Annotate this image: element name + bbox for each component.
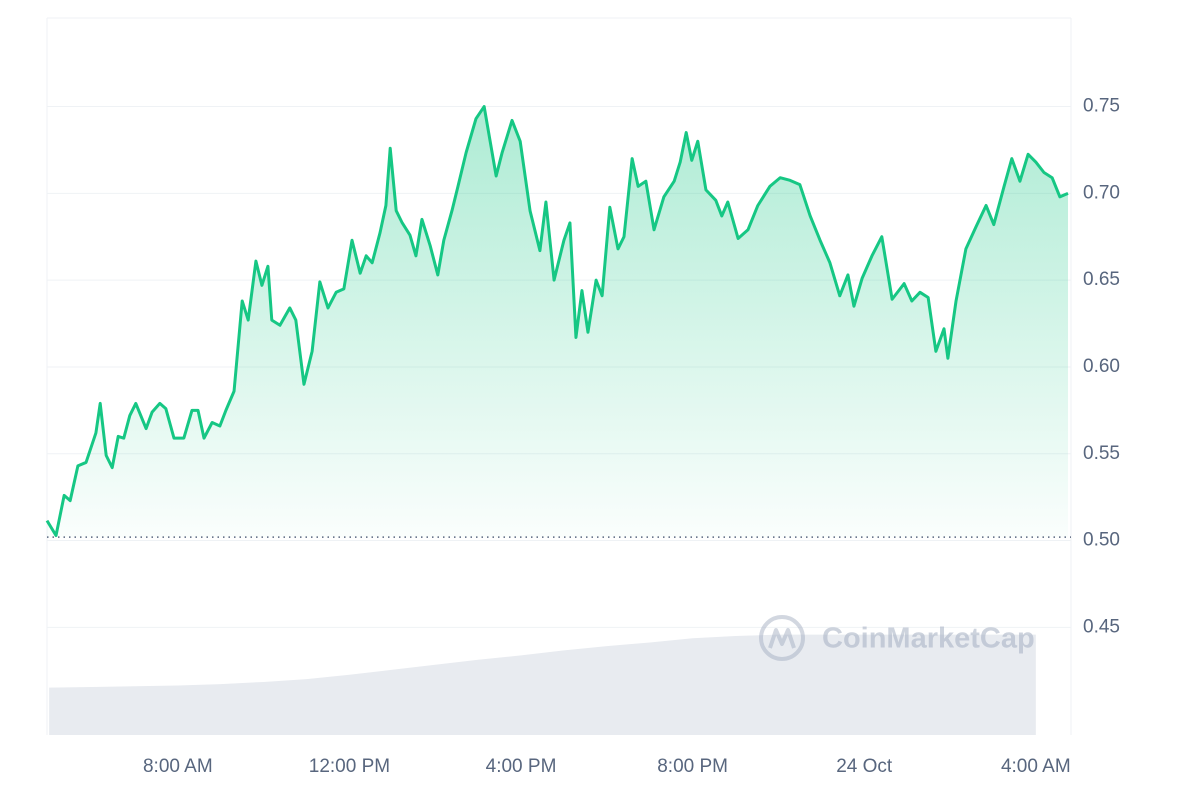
x-tick-label: 12:00 PM xyxy=(309,756,390,777)
y-tick-label: 0.70 xyxy=(1083,182,1120,203)
price-area xyxy=(47,106,1068,538)
y-tick-label: 0.65 xyxy=(1083,269,1120,290)
x-tick-label: 4:00 PM xyxy=(486,756,557,777)
y-tick-label: 0.45 xyxy=(1083,616,1120,637)
x-tick-label: 4:00 AM xyxy=(1001,756,1071,777)
y-tick-label: 0.50 xyxy=(1083,530,1120,551)
x-tick-label: 24 Oct xyxy=(836,756,893,777)
watermark: CoinMarketCap xyxy=(822,623,1035,655)
watermark-logo xyxy=(759,615,805,661)
y-tick-label: 0.60 xyxy=(1083,356,1120,377)
y-tick-label: 0.75 xyxy=(1083,96,1120,117)
price-line xyxy=(45,105,1069,538)
x-tick-label: 8:00 PM xyxy=(657,756,728,777)
x-tick-label: 8:00 AM xyxy=(143,756,213,777)
y-tick-label: 0.55 xyxy=(1083,443,1120,464)
